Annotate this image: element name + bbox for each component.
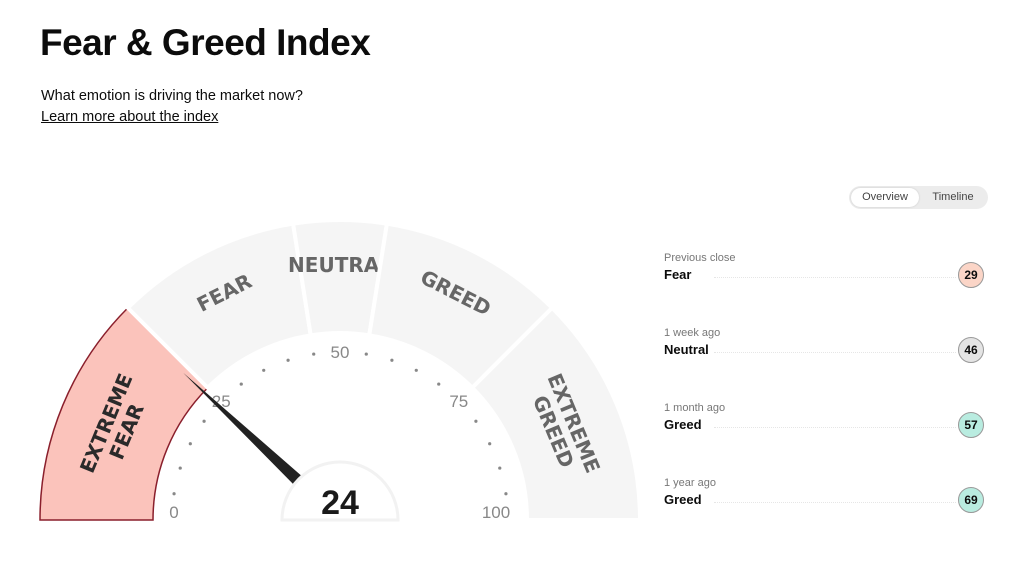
history-period: 1 year ago bbox=[664, 477, 716, 489]
needle-hub bbox=[280, 460, 400, 522]
history-item: 1 year ago Greed 69 bbox=[664, 477, 986, 517]
history-value-badge: 29 bbox=[958, 262, 984, 288]
dotted-divider bbox=[714, 427, 956, 428]
tick-dot bbox=[390, 358, 394, 362]
history-value-badge: 69 bbox=[958, 487, 984, 513]
tick-label: 75 bbox=[449, 392, 468, 411]
page-title: Fear & Greed Index bbox=[40, 22, 371, 63]
subtitle: What emotion is driving the market now? bbox=[41, 88, 303, 104]
overview-tab[interactable]: Overview bbox=[851, 188, 919, 207]
history-item: Previous close Fear 29 bbox=[664, 252, 986, 292]
tick-label: 50 bbox=[331, 343, 350, 362]
tick-dot bbox=[286, 358, 290, 362]
tick-dot bbox=[437, 382, 441, 386]
tick-dot bbox=[312, 352, 316, 356]
tick-dot bbox=[474, 419, 478, 423]
segment-label-line: NEUTRAL bbox=[288, 253, 392, 277]
view-toggle: Overview Timeline bbox=[849, 186, 988, 209]
history-rating: Fear bbox=[664, 267, 692, 282]
segment-label: NEUTRAL bbox=[288, 253, 392, 277]
history-period: Previous close bbox=[664, 252, 736, 264]
learn-more-link[interactable]: Learn more about the index bbox=[41, 109, 219, 125]
history-period: 1 month ago bbox=[664, 402, 726, 414]
tick-dot bbox=[488, 442, 492, 446]
history-rating: Greed bbox=[664, 492, 702, 507]
tick-label: 0 bbox=[169, 503, 178, 522]
tick-dot bbox=[188, 442, 192, 446]
tick-dot bbox=[504, 492, 508, 496]
tick-dot bbox=[262, 368, 266, 372]
tick-dot bbox=[364, 352, 368, 356]
dotted-divider bbox=[714, 352, 956, 353]
history-period: 1 week ago bbox=[664, 327, 721, 339]
tick-dot bbox=[239, 382, 243, 386]
tick-dot bbox=[414, 368, 418, 372]
history-item: 1 week ago Neutral 46 bbox=[664, 327, 986, 367]
history-value-badge: 57 bbox=[958, 412, 984, 438]
tick-dot bbox=[172, 492, 176, 496]
dotted-divider bbox=[714, 502, 956, 503]
gauge-needle bbox=[183, 372, 305, 487]
tick-label: 100 bbox=[482, 503, 510, 522]
tick-dot bbox=[202, 419, 206, 423]
gauge-value: 24 bbox=[321, 484, 359, 522]
timeline-tab[interactable]: Timeline bbox=[932, 191, 974, 203]
history-item: 1 month ago Greed 57 bbox=[664, 402, 986, 442]
gauge-inner bbox=[165, 345, 515, 520]
history-value-badge: 46 bbox=[958, 337, 984, 363]
tick-label: 25 bbox=[212, 392, 231, 411]
tick-dot bbox=[498, 466, 502, 470]
gauge-segment bbox=[469, 305, 643, 522]
history-rating: Neutral bbox=[664, 342, 709, 357]
tick-dot bbox=[178, 466, 182, 470]
history-rating: Greed bbox=[664, 417, 702, 432]
dotted-divider bbox=[714, 277, 956, 278]
